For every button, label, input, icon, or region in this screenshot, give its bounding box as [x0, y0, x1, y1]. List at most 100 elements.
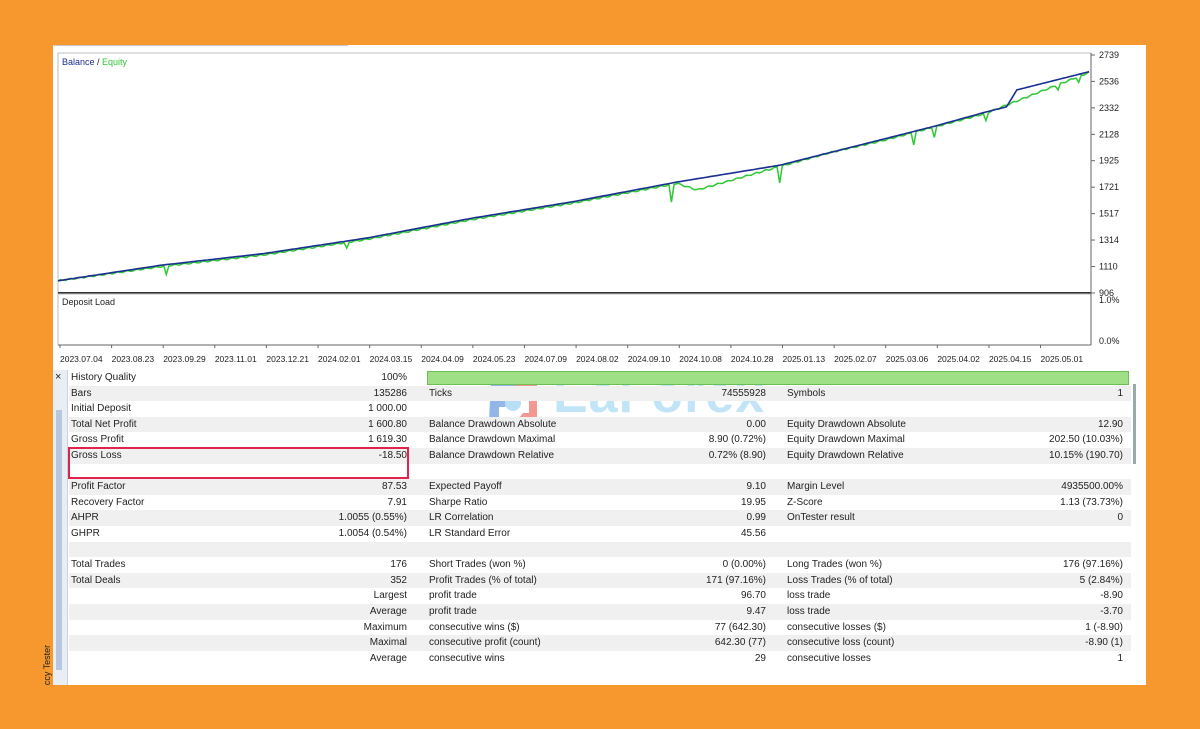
row-value-2: 74555928	[721, 387, 767, 399]
row-label-1: Profit Factor	[71, 481, 126, 493]
row-label-2: Balance Drawdown Relative	[429, 449, 555, 461]
x-tick-label: 2024.07.09	[524, 354, 567, 364]
row-label-1: Recovery Factor	[71, 496, 145, 508]
row-value-1: 1 600.80	[368, 418, 407, 430]
row-value-2: 19.95	[740, 496, 766, 508]
row-label-3: Equity Drawdown Relative	[787, 449, 904, 461]
table-row: Recovery Factor 7.91 Sharpe Ratio 19.95 Z-Sc…	[69, 495, 1131, 511]
row-value-1: 135286	[373, 387, 407, 399]
row-label-3: Equity Drawdown Maximal	[787, 434, 905, 446]
x-tick-label: 2025.02.07	[834, 354, 877, 364]
row-label-1: Total Trades	[71, 559, 126, 571]
vertical-scrollbar[interactable]	[1133, 384, 1136, 464]
chart-svg: Balance / Equity Deposit Load 2739 2536 2332…	[57, 50, 1120, 364]
load-tick-label: 0.0%	[1099, 336, 1120, 346]
strategy-tester-window: Balance / Equity Deposit Load 2739 2536 2332…	[42, 45, 1146, 685]
row-value-2: 642.30 (77)	[714, 637, 766, 649]
x-tick-label: 2024.04.09	[421, 354, 464, 364]
x-tick-label: 2025.04.15	[989, 354, 1032, 364]
row-value-2: 9.47	[746, 605, 766, 617]
table-row: Gross Profit 1 619.30 Balance Drawdown Max…	[69, 432, 1131, 448]
row-label-1: AHPR	[71, 512, 99, 524]
row-label-2: Sharpe Ratio	[429, 496, 488, 508]
row-value-3: 12.90	[1097, 418, 1123, 430]
window-top-border	[53, 45, 348, 46]
main-chart-frame	[57, 52, 1092, 294]
row-value-3: -8.90 (1)	[1085, 637, 1123, 649]
y-tick-label: 1314	[1099, 235, 1119, 245]
row-value-2: 96.70	[740, 590, 766, 602]
row-label-1: GHPR	[71, 527, 100, 539]
row-value-1: 176	[390, 559, 407, 571]
row-label-3: OnTester result	[787, 512, 855, 524]
row-label-2: Ticks	[429, 387, 452, 399]
x-tick-label: 2025.04.02	[937, 354, 980, 364]
x-tick-label: 2023.12.21	[266, 354, 309, 364]
row-value-1: Average	[369, 652, 407, 664]
row-value-2: 77 (642.30)	[714, 621, 766, 633]
balance-equity-chart[interactable]: Balance / Equity Deposit Load 2739 2536 2332…	[53, 45, 1146, 367]
row-label-2: consecutive profit (count)	[429, 637, 541, 649]
row-value-1: Maximum	[363, 621, 407, 633]
row-value-3: 1.13 (73.73%)	[1060, 496, 1123, 508]
row-label-1: History Quality	[71, 372, 137, 383]
table-row: GHPR 1.0054 (0.54%) LR Standard Error 45.56	[69, 526, 1131, 542]
close-icon[interactable]: ×	[55, 371, 62, 383]
x-tick-label: 2024.03.15	[370, 354, 413, 364]
table-row: Initial Deposit 1 000.00	[69, 401, 1131, 417]
row-value-2: 45.56	[740, 527, 766, 539]
row-value-3: 10.15% (190.70)	[1049, 449, 1123, 461]
x-tick-label: 2023.08.23	[112, 354, 155, 364]
legend-separator: /	[95, 57, 103, 67]
row-value-3: -8.90	[1100, 590, 1123, 602]
row-value-2: 0 (0.00%)	[722, 559, 766, 571]
table-row	[69, 541, 1131, 558]
row-label-2: Balance Drawdown Absolute	[429, 418, 557, 430]
x-tick-label: 2025.05.01	[1041, 354, 1084, 364]
row-value-1: 100%	[381, 372, 407, 383]
row-value-2: 29	[754, 652, 766, 664]
x-tick-label: 2023.07.04	[60, 354, 103, 364]
tester-side-strip: × ccy Tester	[42, 370, 68, 685]
highlight-box	[68, 447, 409, 479]
row-label-2: LR Correlation	[429, 512, 494, 524]
row-value-1: Maximal	[369, 637, 407, 649]
side-scroll-bar[interactable]	[56, 410, 62, 670]
y-tick-label: 1517	[1099, 209, 1119, 219]
x-tick-label: 2025.03.06	[886, 354, 929, 364]
y-tick-label: 906	[1099, 288, 1114, 298]
row-label-1: Total Deals	[71, 574, 121, 586]
row-label-2: profit trade	[429, 605, 477, 617]
row-value-3: 202.50 (10.03%)	[1049, 434, 1123, 446]
row-label-3: Margin Level	[787, 481, 845, 493]
row-label-2: consecutive wins ($)	[429, 621, 520, 633]
y-tick-label: 1721	[1099, 182, 1119, 192]
x-tick-label: 2023.09.29	[163, 354, 206, 364]
row-value-2: 9.10	[746, 481, 766, 493]
table-row: Total Trades 176 Short Trades (won %) 0 (0.…	[69, 557, 1131, 573]
table-row: Bars 135286 Ticks 74555928 Symbols 1	[69, 385, 1131, 402]
row-label-3: consecutive losses	[787, 652, 871, 664]
x-tick-label: 2024.02.01	[318, 354, 361, 364]
row-value-3: -3.70	[1100, 605, 1123, 617]
row-label-3: loss trade	[787, 590, 831, 602]
row-value-3: 5 (2.84%)	[1079, 574, 1123, 586]
row-value-3: 1	[1117, 652, 1123, 664]
results-table: History Quality 100% Bars 135286 Ticks 745559…	[69, 370, 1131, 666]
row-label-3: Z-Score	[787, 496, 823, 508]
table-row: Average profit trade 9.47 loss trade -3.70	[69, 603, 1131, 620]
row-label-1: Gross Profit	[71, 434, 124, 446]
deposit-load-frame	[57, 293, 1092, 346]
history-quality-bar	[427, 371, 1129, 385]
table-row: AHPR 1.0055 (0.55%) LR Correlation 0.99 OnTe…	[69, 510, 1131, 526]
x-tick-label: 2024.05.23	[473, 354, 516, 364]
row-value-3: 4935500.00%	[1061, 481, 1123, 493]
y-tick-label: 2128	[1099, 129, 1119, 139]
deposit-load-label: Deposit Load	[62, 297, 115, 307]
row-label-3: consecutive loss (count)	[787, 637, 895, 649]
x-tick-label: 2024.10.08	[679, 354, 722, 364]
tester-tab-label[interactable]: ccy Tester	[42, 644, 53, 686]
row-value-3: 1	[1117, 387, 1123, 399]
table-row: Average consecutive wins 29 consecutive los…	[69, 651, 1131, 667]
row-value-1: 87.53	[381, 481, 407, 493]
